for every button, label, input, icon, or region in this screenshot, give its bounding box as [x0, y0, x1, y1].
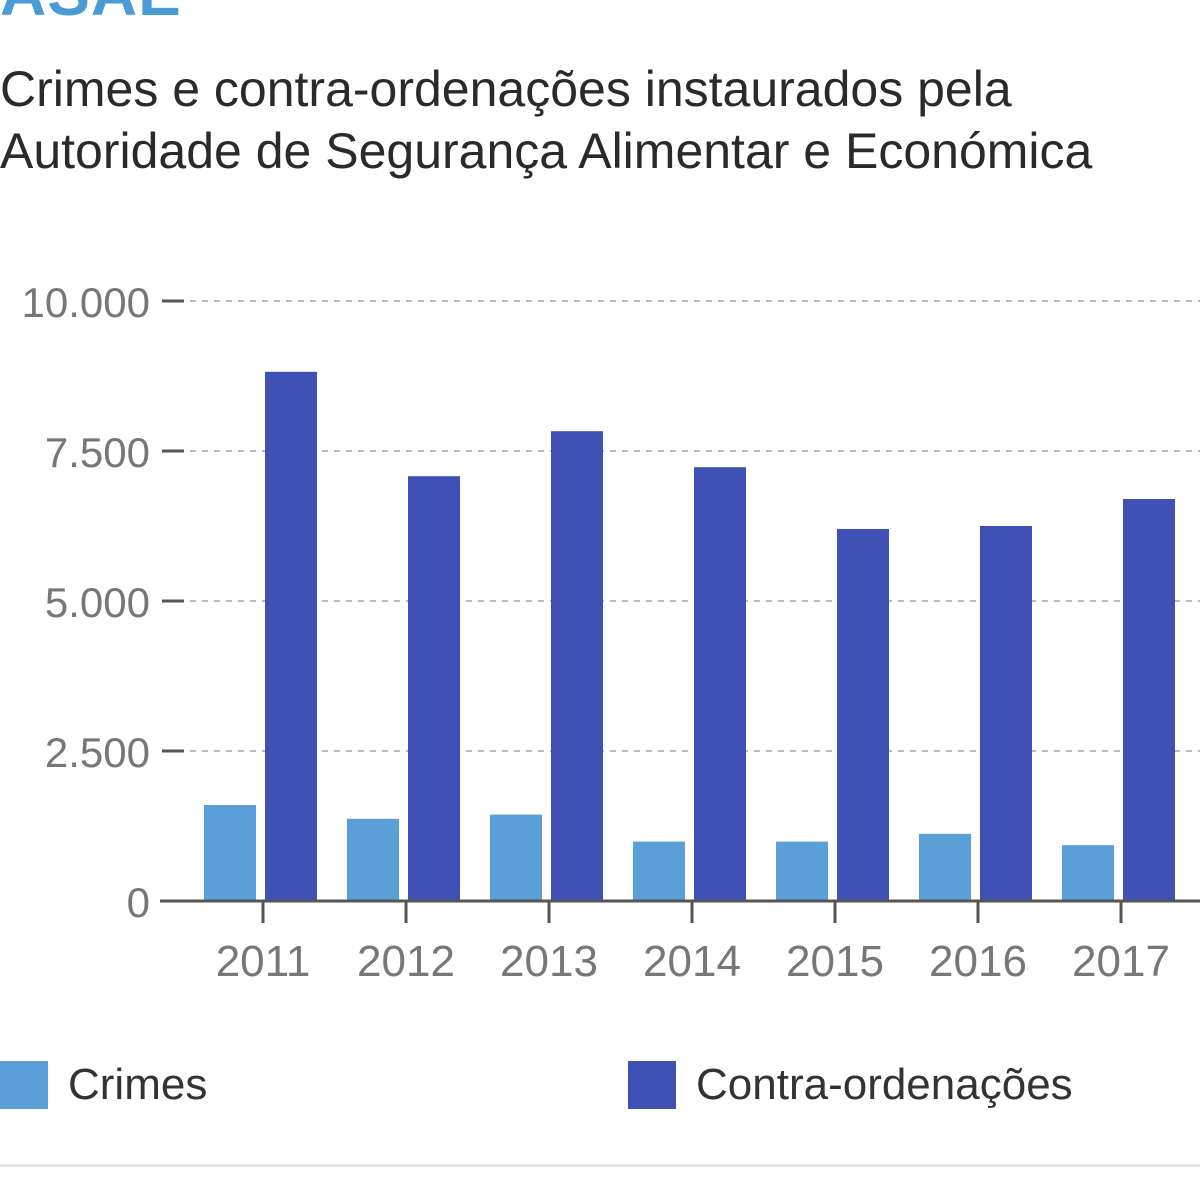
bar-crimes-2014	[633, 841, 685, 901]
subtitle-line-1: Crimes e contra-ordenações instaurados p…	[0, 61, 1012, 117]
y-tick-label: 5.000	[45, 579, 150, 626]
bar-contra-ordenacoes-2013	[551, 431, 603, 901]
bar-contra-ordenacoes-2014	[694, 467, 746, 901]
x-tick-label: 2011	[216, 937, 311, 986]
bar-crimes-2016	[919, 833, 971, 901]
bar-contra-ordenacoes-2016	[980, 526, 1032, 901]
y-tick-label: 2.500	[45, 729, 150, 776]
legend-label-crimes: Crimes	[68, 1060, 208, 1109]
x-tick-label: 2016	[929, 937, 1027, 986]
subtitle-line-2: Autoridade de Segurança Alimentar e Econ…	[0, 123, 1093, 179]
x-tick-label: 2012	[357, 937, 455, 986]
legend-swatch-contra-ordenacoes	[628, 1061, 676, 1109]
x-tick-label: 2013	[500, 937, 598, 986]
chart-subtitle: Crimes e contra-ordenações instaurados p…	[0, 58, 1200, 182]
bar-crimes-2015	[776, 841, 828, 901]
bar-crimes-2017	[1062, 845, 1114, 901]
x-tick-label: 2014	[643, 937, 741, 986]
bar-crimes-2013	[490, 814, 542, 901]
x-tick-label: 2017	[1072, 937, 1170, 986]
x-tick-label: 2015	[786, 937, 884, 986]
legend-swatch-crimes	[0, 1061, 48, 1109]
bar-chart: 0 2.500 5.000 7.500 10.000 2011 2012 2013 2014 20…	[22, 279, 1200, 986]
bottom-divider	[0, 1164, 1200, 1167]
bar-crimes-2011	[204, 805, 256, 901]
y-tick-label: 0	[127, 879, 150, 926]
bar-contra-ordenacoes-2012	[408, 476, 460, 901]
bar-contra-ordenacoes-2015	[837, 529, 889, 901]
legend-label-contra-ordenacoes: Contra-ordenações	[696, 1060, 1073, 1109]
legend-item-contra-ordenacoes: Contra-ordenações	[628, 1060, 1073, 1110]
y-tick-label: 7.500	[45, 429, 150, 476]
legend-item-crimes: Crimes	[0, 1060, 207, 1110]
bar-contra-ordenacoes-2011	[265, 371, 317, 901]
y-tick-label: 10.000	[22, 279, 150, 326]
bar-crimes-2012	[347, 818, 399, 901]
brand-title: ASAE	[0, 0, 182, 30]
bar-contra-ordenacoes-2017	[1123, 499, 1175, 901]
